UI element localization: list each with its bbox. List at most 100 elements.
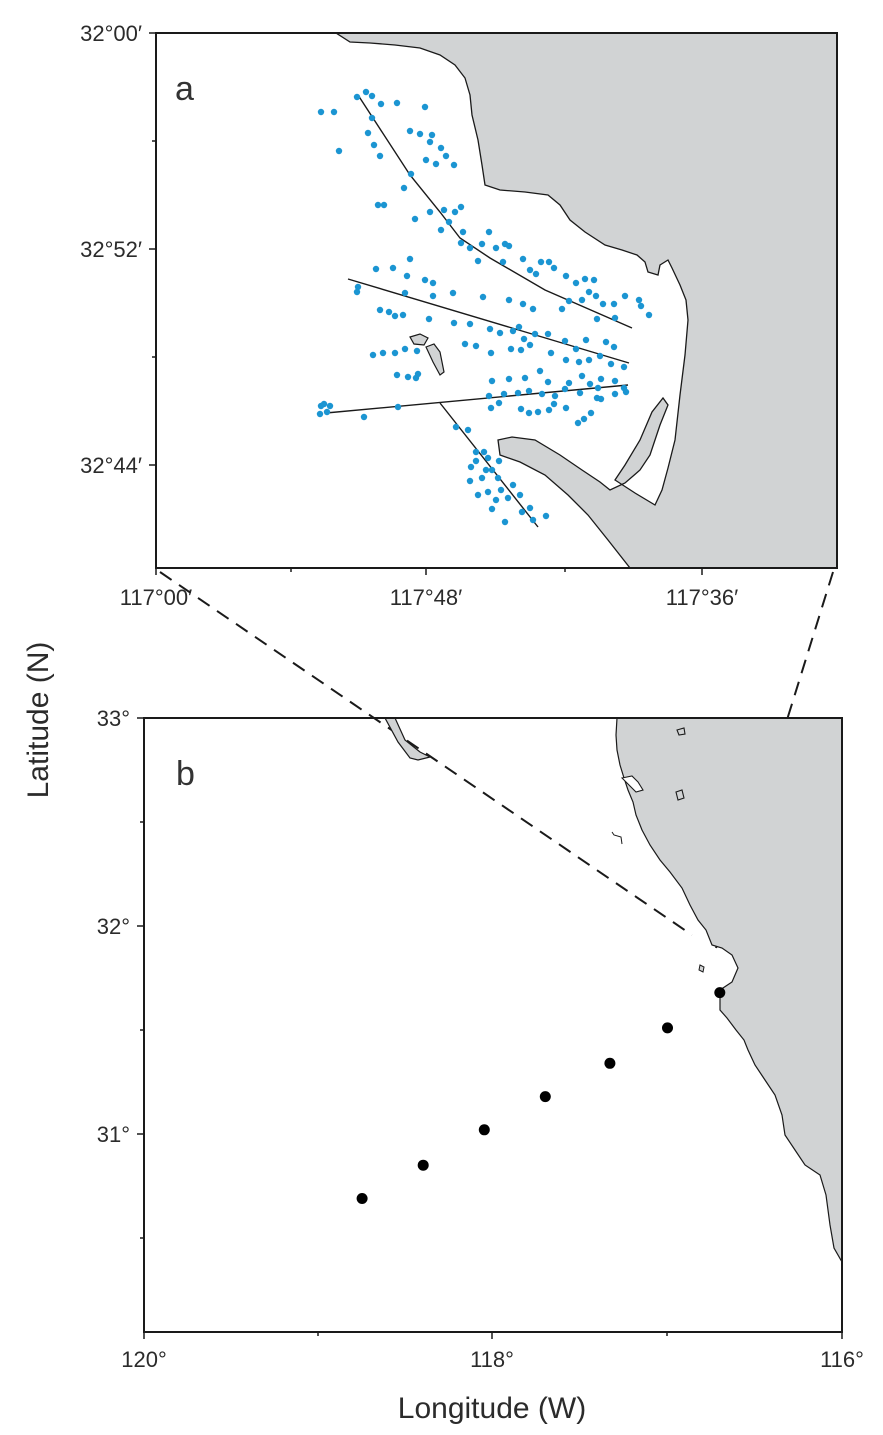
sample-point: [368, 92, 376, 100]
sample-point: [572, 279, 580, 287]
sample-point: [547, 349, 555, 357]
station-point: [714, 987, 726, 999]
sample-point: [401, 289, 409, 297]
sample-point: [377, 100, 385, 108]
sample-point: [457, 239, 465, 247]
sample-point: [411, 215, 419, 223]
sample-point: [572, 345, 580, 353]
sample-point: [425, 315, 433, 323]
sample-point: [472, 457, 480, 465]
sample-point: [391, 312, 399, 320]
sample-point: [582, 336, 590, 344]
panel-b-y-tick-label-1: 33°: [97, 706, 130, 731]
sample-point: [509, 327, 517, 335]
sample-point: [592, 292, 600, 300]
y-axis-title: Latitude (N): [22, 642, 55, 799]
sample-point: [421, 103, 429, 111]
sample-point: [578, 296, 586, 304]
sample-point: [497, 486, 505, 494]
sample-point: [611, 390, 619, 398]
sample-point: [414, 370, 422, 378]
sample-point: [536, 367, 544, 375]
panel-a-y-tick-label-2: 32°52′: [80, 237, 142, 262]
panel-a-x-tick-label-2: 117°48′: [390, 585, 462, 610]
sample-point: [421, 276, 429, 284]
panel-a-island-1: [409, 333, 429, 346]
sample-point: [505, 375, 513, 383]
sample-point: [562, 272, 570, 280]
sample-point: [492, 496, 500, 504]
sample-point: [551, 392, 559, 400]
sample-point: [610, 343, 618, 351]
sample-point: [393, 371, 401, 379]
panel-b-island-small-4: [698, 964, 705, 973]
sample-point: [401, 345, 409, 353]
panel-a: a 32°00′ 32°52′ 32°44′ 117°00′ 117°48′ 1…: [80, 21, 838, 610]
sample-point: [517, 405, 525, 413]
panel-b-x-tick-label-3: 116°: [820, 1347, 864, 1372]
sample-point: [521, 374, 529, 382]
sample-point: [317, 108, 325, 116]
station-point: [417, 1159, 429, 1171]
sample-point: [422, 156, 430, 164]
panel-a-y-tick-label-3: 32°44′: [80, 453, 142, 478]
sample-point: [376, 306, 384, 314]
panel-b-x-tick-label-2: 118°: [470, 1347, 514, 1372]
sample-point: [532, 270, 540, 278]
sample-point: [505, 296, 513, 304]
sample-point: [562, 356, 570, 364]
sample-point: [485, 392, 493, 400]
sample-point: [597, 395, 605, 403]
sample-point: [400, 184, 408, 192]
sample-point: [597, 375, 605, 383]
sample-point: [576, 389, 584, 397]
sample-point: [596, 352, 604, 360]
sample-point: [464, 426, 472, 434]
sample-point: [466, 477, 474, 485]
sample-point: [372, 265, 380, 273]
sample-point: [537, 258, 545, 266]
sample-point: [484, 488, 492, 496]
sample-point: [610, 300, 618, 308]
sample-point: [393, 99, 401, 107]
sample-point: [590, 276, 598, 284]
sample-point: [550, 400, 558, 408]
panel-b-island-large: [384, 718, 432, 761]
sample-point: [544, 330, 552, 338]
sample-point: [637, 302, 645, 310]
sample-point: [323, 408, 331, 416]
sample-point: [561, 337, 569, 345]
sample-point: [488, 505, 496, 513]
sample-point: [492, 244, 500, 252]
sample-point: [515, 323, 523, 331]
sample-point: [353, 288, 361, 296]
sample-point: [442, 152, 450, 160]
panel-b-y-tick-label-2: 32°: [97, 914, 130, 939]
sample-point: [499, 258, 507, 266]
sample-point: [518, 508, 526, 516]
panel-a-x-ticks: [155, 568, 703, 575]
sample-point: [432, 160, 440, 168]
panel-b-island-small-2: [675, 789, 685, 801]
sample-point: [354, 283, 362, 291]
panel-b-y-ticks: [137, 717, 144, 1239]
sample-point: [599, 300, 607, 308]
sample-point: [620, 363, 628, 371]
sample-point: [531, 330, 539, 338]
panel-b-y-tick-label-3: 31°: [97, 1122, 130, 1147]
sample-point: [389, 264, 397, 272]
sample-point: [445, 218, 453, 226]
sample-point: [526, 266, 534, 274]
sample-point: [495, 399, 503, 407]
sample-point: [545, 258, 553, 266]
sample-point: [467, 463, 475, 471]
sample-point: [602, 338, 610, 346]
sample-point: [487, 349, 495, 357]
sample-point: [407, 170, 415, 178]
sample-point: [495, 457, 503, 465]
sample-point: [364, 129, 372, 137]
sample-point: [376, 152, 384, 160]
station-point: [604, 1057, 616, 1069]
sample-point: [437, 226, 445, 234]
